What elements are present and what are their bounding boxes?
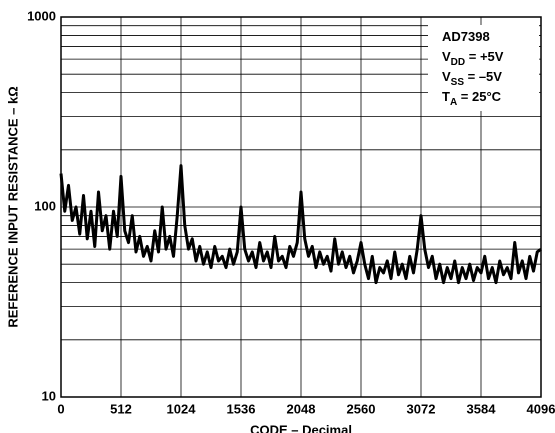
annotation-main: V (442, 49, 451, 64)
annotation-rest: = +5V (465, 49, 504, 64)
annotation-box (428, 25, 539, 111)
plot-frame (60, 16, 542, 398)
annotation-rest: = 25°C (457, 89, 501, 104)
annotation: AD7398 (442, 29, 490, 44)
annotation-main: AD7398 (442, 29, 490, 44)
x-tick-label: 1536 (227, 401, 256, 416)
data-line (59, 164, 542, 285)
y-tick-label: 10 (42, 388, 56, 403)
y-tick-label: 100 (34, 198, 56, 213)
x-tick-label: 3072 (407, 401, 436, 416)
x-tick-label: 1024 (167, 401, 197, 416)
x-tick-label: 2560 (347, 401, 376, 416)
annotation: TA = 25°C (442, 89, 502, 107)
annotation-subscript: SS (451, 77, 465, 88)
x-tick-label: 4096 (527, 401, 555, 416)
annotation-main: T (442, 89, 450, 104)
annotation: VSS = –5V (442, 69, 502, 87)
x-tick-label: 2048 (287, 401, 316, 416)
annotation: VDD = +5V (442, 49, 504, 67)
annotation-main: V (442, 69, 451, 84)
annotation-subscript: A (450, 97, 457, 108)
x-tick-label: 0 (57, 401, 64, 416)
x-tick-label: 3584 (467, 401, 497, 416)
annotation-subscript: DD (451, 57, 465, 68)
y-tick-label: 1000 (27, 8, 56, 23)
x-tick-label: 512 (110, 401, 132, 416)
y-axis-label: REFERENCE INPUT RESISTANCE – kΩ (5, 86, 20, 327)
annotation-rest: = –5V (464, 69, 502, 84)
x-axis-label: CODE – Decimal (250, 422, 352, 433)
